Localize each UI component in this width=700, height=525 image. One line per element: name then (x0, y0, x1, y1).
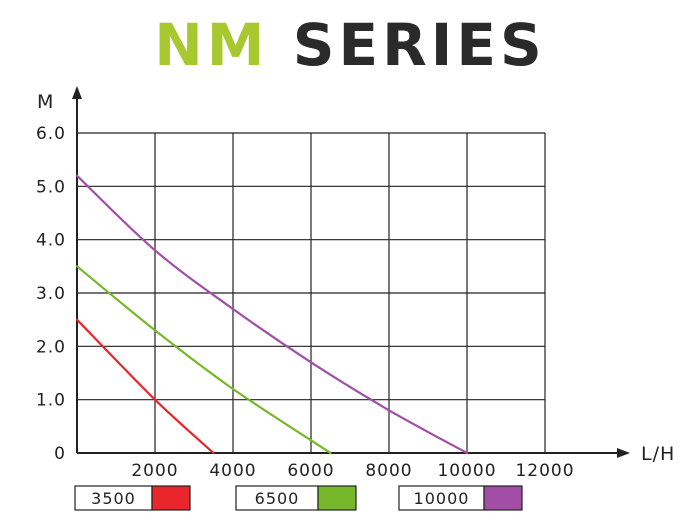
legend-label: 3500 (91, 489, 136, 508)
x-tick-label: 8000 (365, 461, 412, 481)
legend-label: 6500 (255, 489, 300, 508)
y-tick-labels: 6.0 5.0 4.0 3.0 2.0 1.0 0 (36, 124, 66, 464)
x-tick-label: 10000 (437, 461, 496, 481)
x-tick-labels: 2000 4000 6000 8000 10000 12000 (131, 461, 574, 481)
chart-title: NM SERIES (0, 10, 700, 80)
y-tick-label: 0 (54, 444, 66, 464)
grid (77, 132, 546, 453)
legend-swatch (483, 485, 523, 511)
legend-swatch (317, 485, 357, 511)
legend-swatch (151, 485, 191, 511)
series-lines (75, 174, 469, 455)
x-axis-arrow (617, 448, 630, 458)
y-tick-label: 1.0 (36, 391, 66, 411)
x-axis-label: L/H (641, 443, 675, 465)
y-tick-label: 5.0 (36, 177, 66, 197)
x-tick-label: 2000 (131, 461, 178, 481)
y-axis-label: M (37, 91, 54, 113)
series-line-10000 (75, 174, 469, 455)
axes: M L/H (37, 86, 675, 465)
y-axis-arrow (72, 86, 82, 99)
legend-box (398, 485, 485, 511)
x-tick-label: 6000 (287, 461, 334, 481)
title-part-series: SERIES (292, 11, 546, 79)
legend-box (235, 485, 319, 511)
y-tick-label: 6.0 (36, 124, 66, 144)
legend-label: 10000 (414, 489, 470, 508)
x-tick-label: 4000 (209, 461, 256, 481)
series-line-6500 (75, 265, 332, 455)
legend: 3500 6500 10000 (74, 485, 523, 511)
y-tick-label: 3.0 (36, 284, 66, 304)
legend-item-10000: 10000 (398, 485, 523, 511)
x-tick-label: 12000 (515, 461, 574, 481)
legend-item-3500: 3500 (74, 485, 191, 511)
series-line-3500 (75, 318, 215, 455)
legend-item-6500: 6500 (235, 485, 357, 511)
y-tick-label: 2.0 (36, 337, 66, 357)
y-tick-label: 4.0 (36, 231, 66, 251)
legend-box (74, 485, 153, 511)
title-part-nm: NM (154, 11, 269, 79)
